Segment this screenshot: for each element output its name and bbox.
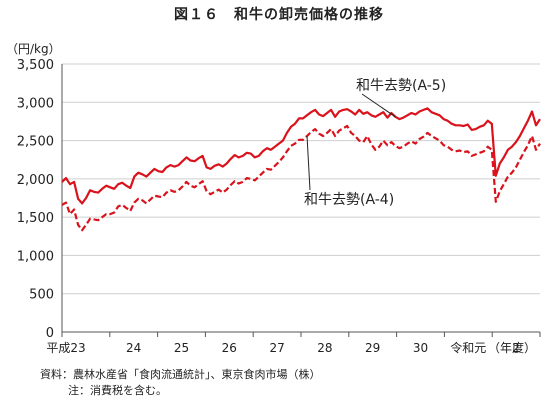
x-tick-label: 29 <box>365 341 380 355</box>
x-tick-label: 令和元 <box>450 340 486 355</box>
y-tick-label: 2,500 <box>17 135 54 150</box>
annotation-leader-line <box>361 93 396 118</box>
annotation-leader-line <box>306 135 311 191</box>
series-line-1 <box>61 107 541 205</box>
x-tick-label: （年度） <box>488 340 536 355</box>
y-tick-label: 2,000 <box>17 173 54 188</box>
chart-title: 図１６ 和牛の卸売価格の推移 <box>174 7 384 23</box>
x-axis-ticks: 平成23 24 25 26 27 28 29 30 令和元 2（年度） <box>46 332 541 355</box>
chart-notes: 資料：農林水産省「食肉流通統計」、東京食肉市場（株） 注：消費税を含む。 <box>40 367 321 399</box>
series-annotation-label: 和牛去勢(A-5) <box>356 78 446 94</box>
y-tick-label: 1,000 <box>17 249 54 264</box>
x-tick-label: 28 <box>317 341 332 355</box>
y-tick-label: 3,500 <box>17 58 54 73</box>
y-tick-label: 3,000 <box>17 96 54 111</box>
x-tick-label: 24 <box>126 341 141 355</box>
x-tick-label: 2 <box>512 341 520 355</box>
x-tick-label: 25 <box>174 341 189 355</box>
annotations: 和牛去勢(A-5) 和牛去勢(A-4) <box>304 78 446 208</box>
y-axis-unit-label: （円/kg） <box>6 42 61 56</box>
y-tick-label: 0 <box>46 326 54 341</box>
gridlines <box>61 63 540 333</box>
series-lines <box>61 107 541 232</box>
x-tick-label: 平成23 <box>46 341 85 355</box>
y-axis-ticks: 0 500 1,000 1,500 2,000 2,500 3,000 3,500 <box>17 58 54 341</box>
x-tick-label: 27 <box>269 341 284 355</box>
x-tick-label: 30 <box>413 341 428 355</box>
series-annotation-label: 和牛去勢(A-4) <box>304 192 394 208</box>
series-line-2 <box>61 124 541 232</box>
tax-note: 注：消費税を含む。 <box>68 384 167 397</box>
y-tick-label: 500 <box>29 288 54 303</box>
x-tick-label: 26 <box>222 341 237 355</box>
source-note: 資料：農林水産省「食肉流通統計」、東京食肉市場（株） <box>40 368 321 381</box>
y-tick-label: 1,500 <box>17 211 54 226</box>
